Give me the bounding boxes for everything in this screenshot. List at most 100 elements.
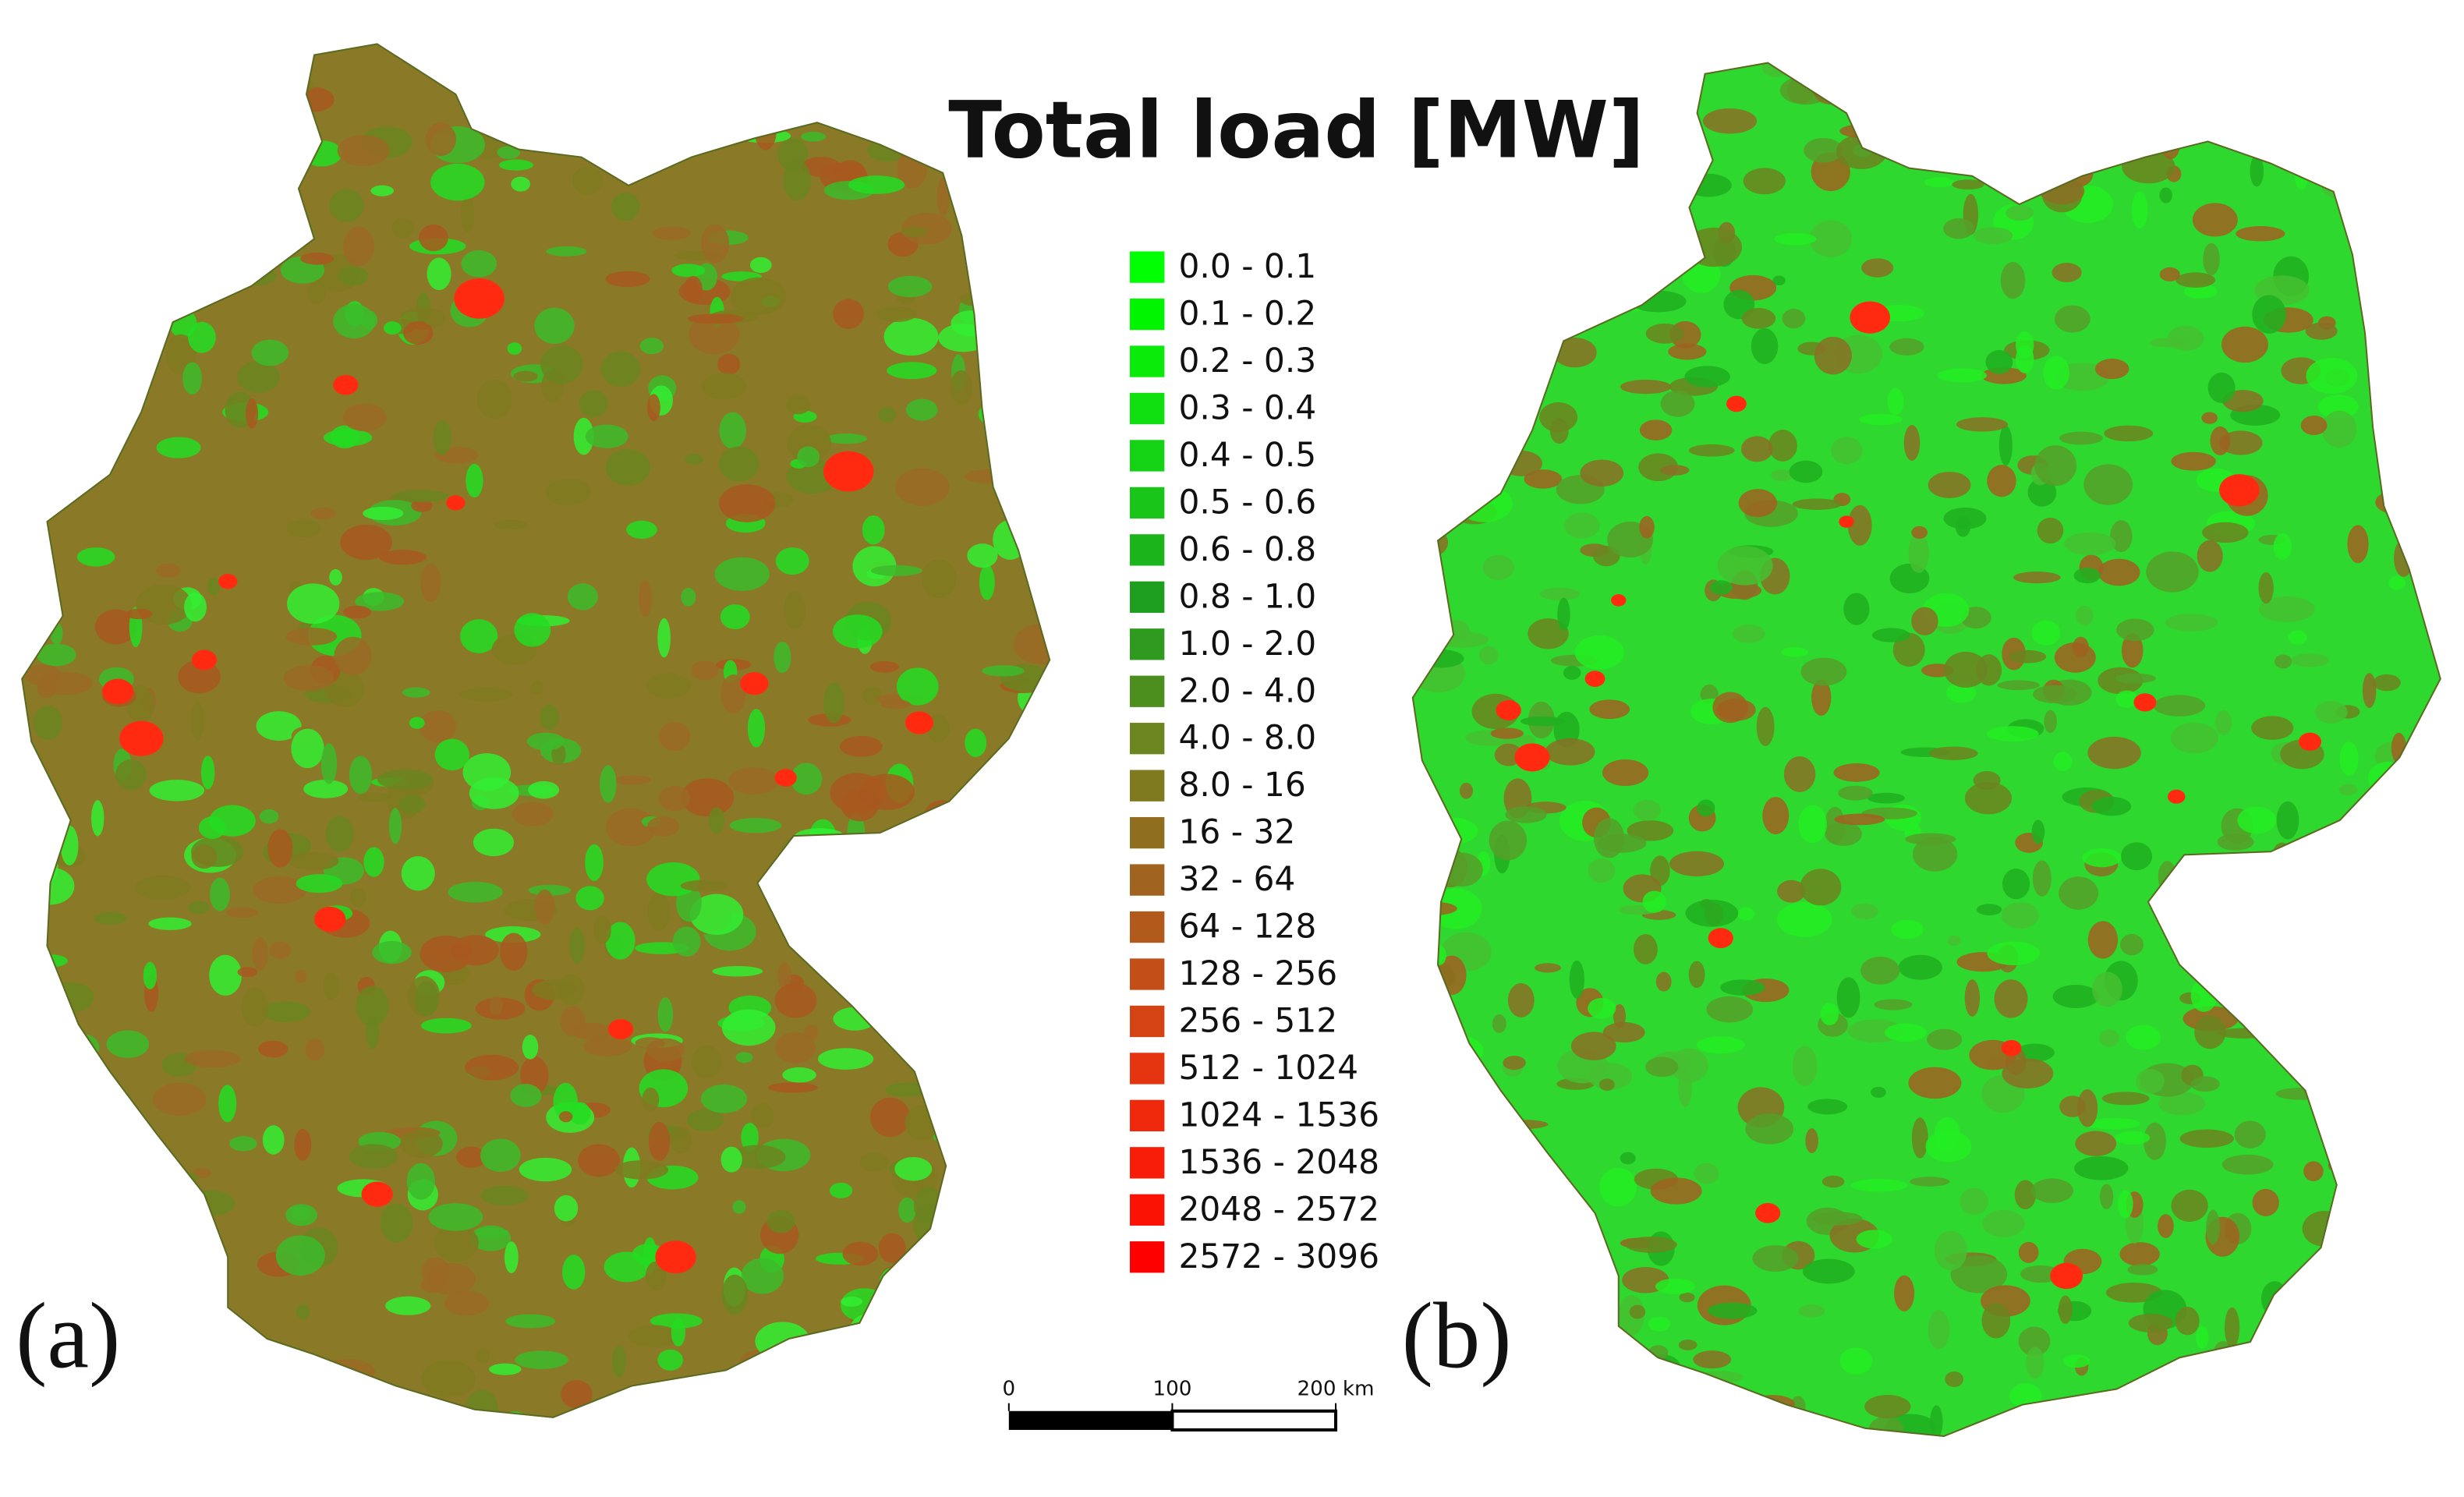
map-region — [1952, 179, 1984, 190]
map-region — [129, 237, 163, 259]
map-region — [1461, 1107, 1483, 1120]
map-region — [207, 577, 220, 596]
map-region — [262, 1125, 285, 1155]
map-region — [2098, 1029, 2119, 1047]
map-region — [366, 1015, 380, 1049]
map-region — [1934, 1230, 1967, 1271]
map-region — [323, 971, 340, 1000]
map-region — [73, 459, 106, 477]
legend-label: 64 - 128 — [1178, 908, 1316, 946]
map-region — [143, 961, 158, 989]
map-region — [1602, 759, 1649, 787]
map-region — [497, 146, 521, 160]
map-region — [1871, 628, 1910, 642]
map-region — [1413, 1417, 1452, 1436]
map-region — [540, 345, 583, 384]
map-region — [2279, 1306, 2301, 1336]
map-region — [578, 1144, 620, 1177]
map-region — [1871, 1086, 1886, 1098]
map-region — [237, 360, 280, 394]
map-region — [1911, 526, 1928, 540]
map-region — [910, 44, 956, 70]
map-region — [251, 339, 289, 366]
map-region — [85, 1192, 140, 1213]
map-region — [1412, 1433, 1422, 1436]
map-region — [993, 1280, 1029, 1309]
map-region — [2087, 921, 2119, 959]
legend-swatch — [1130, 251, 1165, 283]
map-region — [2210, 426, 2231, 456]
map-region — [2370, 1063, 2399, 1092]
map-region — [226, 907, 259, 918]
legend-swatch — [1130, 1005, 1165, 1038]
map-region — [466, 463, 483, 498]
map-region — [741, 1123, 759, 1152]
map-region — [1802, 1258, 1855, 1284]
map-region — [2190, 1076, 2220, 1092]
map-region — [1911, 607, 1938, 635]
map-region — [1985, 350, 2013, 374]
map-region — [1812, 1212, 1863, 1226]
map-region — [920, 1046, 957, 1058]
map-region — [2303, 1161, 2324, 1182]
map-region — [702, 1394, 715, 1411]
map-region — [1570, 1032, 1616, 1060]
map-region — [2082, 848, 2122, 868]
city-region — [1611, 594, 1627, 607]
map-region — [1856, 1230, 1892, 1249]
map-region — [476, 379, 512, 419]
map-region — [1650, 1177, 1702, 1205]
map-region — [2075, 605, 2094, 626]
map-region — [2153, 695, 2206, 717]
map-region — [884, 1082, 933, 1097]
map-region — [936, 178, 950, 217]
map-region — [770, 1358, 792, 1376]
map-region — [363, 506, 404, 521]
map-region — [1684, 366, 1730, 388]
map-region — [2126, 1025, 2161, 1050]
map-region — [51, 400, 87, 414]
map-region — [337, 135, 390, 167]
map-region — [91, 800, 104, 837]
legend-label: 0.6 - 0.8 — [1178, 530, 1316, 568]
map-region — [1028, 325, 1050, 359]
map-region — [2284, 854, 2339, 891]
map-region — [2321, 1434, 2342, 1436]
map-region — [1896, 104, 1922, 140]
map-region — [527, 732, 565, 751]
map-region — [522, 1035, 539, 1060]
map-region — [156, 563, 181, 578]
legend-swatch — [1130, 816, 1165, 849]
map-region — [1434, 364, 1471, 402]
map-region — [2358, 1145, 2389, 1169]
map-region — [1458, 1101, 1494, 1113]
map-region — [2300, 415, 2328, 435]
map-region — [2094, 359, 2129, 380]
map-region — [1885, 1023, 1927, 1042]
map-region — [950, 370, 973, 405]
map-region — [114, 1166, 147, 1187]
map-region — [1420, 1435, 1474, 1436]
map-region — [878, 406, 897, 423]
map-region — [46, 982, 94, 1013]
map-region — [464, 1054, 519, 1081]
map-region — [1732, 625, 1765, 643]
map-region — [940, 960, 995, 991]
map-region — [2412, 1340, 2441, 1364]
map-region — [434, 738, 469, 771]
city-region — [2167, 789, 2186, 804]
scale-segment — [1170, 1409, 1338, 1432]
map-region — [2401, 1284, 2441, 1307]
map-region — [2248, 67, 2282, 87]
map-region — [1587, 192, 1607, 209]
map-region — [922, 1332, 972, 1374]
map-region — [504, 1241, 519, 1273]
map-region — [448, 881, 503, 903]
map-region — [392, 490, 448, 502]
map-region — [2158, 883, 2198, 906]
map-region — [2305, 322, 2338, 340]
map-region — [1676, 1388, 1731, 1408]
map-region — [532, 979, 577, 1000]
map-region — [1976, 904, 2002, 916]
map-region — [1489, 820, 1528, 861]
